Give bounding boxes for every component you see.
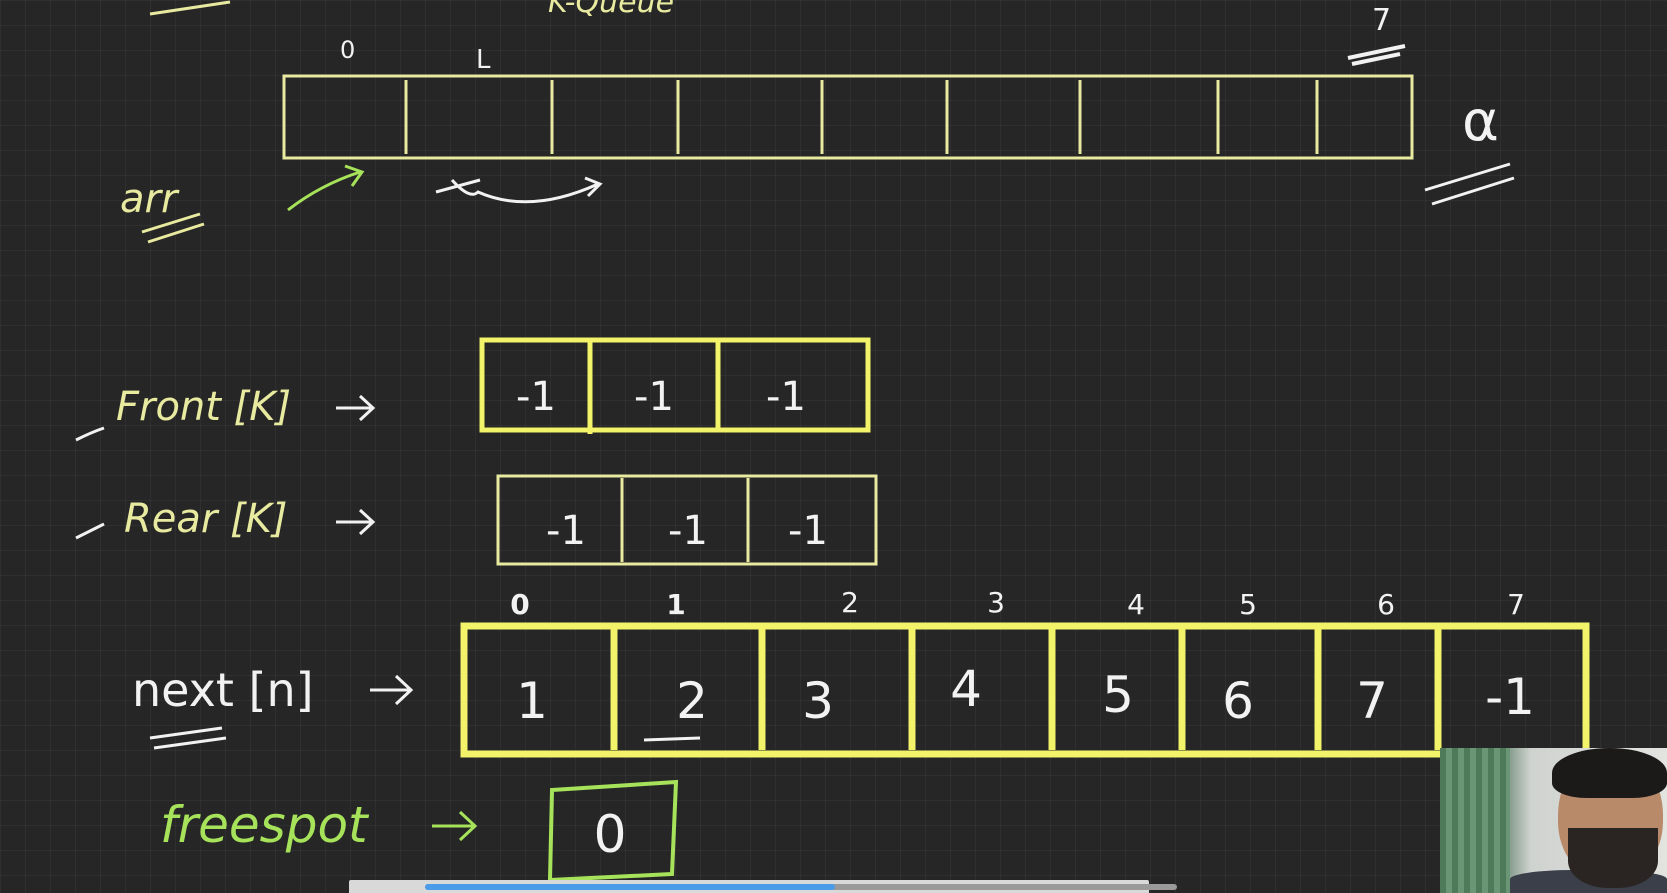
- next-index: 1: [666, 588, 685, 621]
- header-underline: [149, 0, 231, 16]
- rear-array: [496, 474, 878, 566]
- arr-label: arr: [120, 176, 180, 222]
- curved-arrow-icon: [287, 164, 365, 212]
- next-label: next [n]: [132, 663, 314, 717]
- next-index: 4: [1127, 588, 1145, 621]
- rear-bullet: [75, 522, 105, 540]
- next-cell-value: 4: [950, 660, 982, 718]
- next-cell-value: 6: [1222, 672, 1254, 730]
- next-array: [460, 622, 1590, 758]
- front-array: [479, 337, 871, 434]
- video-progress-bar[interactable]: [349, 880, 1177, 893]
- rear-cell-value: -1: [668, 508, 708, 554]
- arr-index-end: 7: [1372, 3, 1391, 38]
- next-cell-value: 5: [1102, 666, 1134, 724]
- page-title: K-Queue: [548, 0, 674, 20]
- rear-cell-value: -1: [788, 508, 828, 554]
- next-cell-underline: [643, 736, 701, 742]
- progress-played: [425, 884, 835, 890]
- next-index: 2: [841, 586, 859, 619]
- next-label-underline: [149, 726, 227, 750]
- next-index: 0: [510, 588, 529, 621]
- next-index: 7: [1507, 588, 1525, 621]
- arr-label-underline: [141, 212, 205, 244]
- webcam-overlay: [1440, 748, 1667, 893]
- rear-label: Rear [K]: [124, 496, 288, 542]
- next-cell-value: 3: [802, 672, 834, 730]
- next-cell-value: 7: [1356, 672, 1388, 730]
- next-cell-value: 2: [676, 672, 708, 730]
- front-cell-value: -1: [766, 374, 806, 420]
- arrow-right-icon: [336, 508, 376, 536]
- presenter-hair: [1552, 748, 1667, 798]
- front-label: Front [K]: [116, 384, 291, 430]
- webcam-curtain: [1440, 748, 1510, 893]
- arrow-right-icon: [370, 674, 414, 706]
- arr-array: [282, 74, 1414, 160]
- arr-note-underline: [1424, 162, 1515, 206]
- arrow-right-icon: [336, 394, 376, 422]
- front-bullet: [75, 426, 105, 442]
- freespot-box: [547, 779, 679, 883]
- arrow-right-icon: [432, 810, 478, 842]
- next-index: 5: [1239, 588, 1257, 621]
- freespot-label: freespot: [160, 796, 370, 854]
- freespot-value: 0: [593, 805, 626, 865]
- front-cell-value: -1: [634, 374, 674, 420]
- next-cell-value: 1: [516, 672, 548, 730]
- arr-index-start: 0: [340, 36, 355, 64]
- next-index: 6: [1377, 588, 1395, 621]
- arr-index-scribble: [1347, 44, 1406, 66]
- front-cell-value: -1: [516, 374, 556, 420]
- next-index: 3: [987, 586, 1005, 619]
- presenter-beard: [1568, 828, 1658, 888]
- rear-cell-value: -1: [546, 508, 586, 554]
- curved-arrow-icon: [435, 176, 603, 204]
- arr-index-mid: L: [476, 45, 491, 75]
- next-cell-value: -1: [1485, 668, 1535, 726]
- arr-note-right: α: [1462, 89, 1499, 154]
